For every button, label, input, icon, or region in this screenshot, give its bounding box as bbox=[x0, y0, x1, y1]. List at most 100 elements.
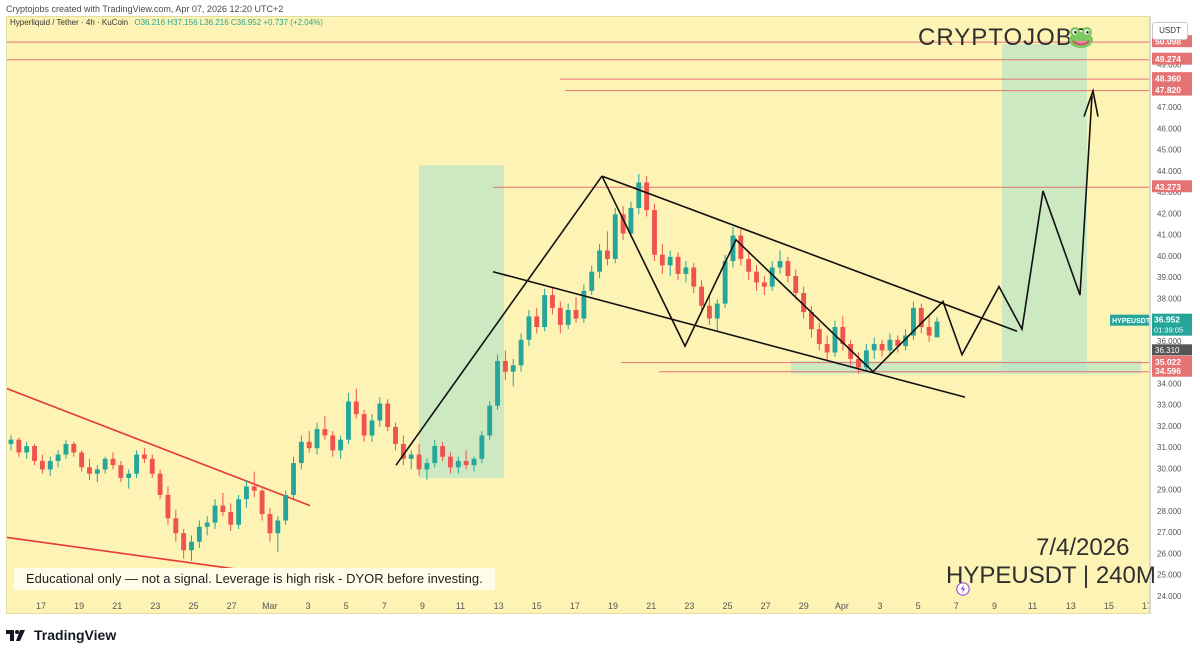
candle-body bbox=[863, 350, 869, 368]
candle-body bbox=[769, 267, 775, 287]
candle-body bbox=[793, 275, 799, 293]
price-tag-bg bbox=[1152, 83, 1192, 96]
x-tick-label: 15 bbox=[532, 601, 542, 611]
candle-body bbox=[448, 456, 453, 468]
price-plot[interactable]: 17 19 21 23 25 27 Mar 3 5 7 9 11 13 15 17 19 21 23 25 27 29 A… bbox=[6, 16, 1150, 614]
candle-body bbox=[636, 182, 642, 208]
x-tick-label: 11 bbox=[1028, 601, 1037, 611]
candle-body bbox=[63, 443, 69, 455]
candle-body bbox=[181, 533, 187, 551]
candle-body bbox=[400, 443, 406, 459]
candle-body bbox=[761, 282, 767, 287]
candle-body bbox=[620, 214, 626, 234]
x-tick-label: 5 bbox=[916, 601, 921, 611]
candle-body bbox=[408, 454, 414, 459]
x-tick-label: 21 bbox=[646, 601, 656, 611]
currency-selector[interactable]: USDT bbox=[1152, 22, 1188, 40]
lightning-icon[interactable] bbox=[956, 582, 970, 596]
candle-body bbox=[243, 486, 249, 500]
candle-body bbox=[604, 250, 610, 259]
candle-body bbox=[275, 520, 281, 534]
candle-body bbox=[746, 258, 752, 272]
x-tick-label: 15 bbox=[1104, 601, 1114, 611]
candle-body bbox=[542, 295, 548, 328]
price-tag-bg bbox=[1152, 364, 1192, 377]
candle-body bbox=[871, 344, 877, 351]
y-tick-label: 30.000 bbox=[1157, 464, 1182, 473]
candle-body bbox=[118, 465, 124, 478]
chart-date-label: 7/4/2026 bbox=[1036, 534, 1130, 561]
candle-body bbox=[644, 182, 650, 211]
candle-body bbox=[463, 460, 469, 466]
candle-body bbox=[259, 490, 265, 515]
candle-body bbox=[377, 403, 383, 421]
candle-body bbox=[565, 310, 571, 325]
x-tick-label: 3 bbox=[305, 601, 310, 611]
price-tag-label: 34.596 bbox=[1155, 366, 1181, 376]
candle-body bbox=[39, 460, 45, 470]
x-tick-label: 27 bbox=[227, 601, 237, 611]
y-tick-label: 45.000 bbox=[1157, 146, 1182, 155]
candle-body bbox=[809, 312, 814, 330]
y-tick-label: 49.000 bbox=[1157, 61, 1182, 70]
price-axis[interactable]: 24.000 25.000 26.000 27.000 28.000 29.000 30.0… bbox=[1150, 16, 1194, 614]
candle-body bbox=[895, 339, 901, 347]
y-tick-label: 46.000 bbox=[1157, 124, 1182, 133]
x-tick-label: 19 bbox=[608, 601, 618, 611]
y-tick-label: 40.000 bbox=[1157, 252, 1182, 261]
candle-body bbox=[346, 401, 351, 440]
channel-upper-line bbox=[601, 175, 1018, 333]
y-tick-label: 41.000 bbox=[1157, 231, 1182, 240]
x-tick-label: 17 bbox=[570, 601, 580, 611]
frog-icon bbox=[1069, 27, 1093, 48]
candle-body bbox=[314, 429, 320, 449]
y-tick-label: 39.000 bbox=[1157, 273, 1182, 282]
candle-body bbox=[236, 499, 242, 525]
candle-body bbox=[903, 335, 909, 347]
tradingview-logo-icon bbox=[6, 630, 25, 641]
candle-body bbox=[526, 316, 532, 340]
x-tick-label: 19 bbox=[74, 601, 84, 611]
candle-body bbox=[220, 505, 226, 512]
candle-body bbox=[801, 292, 807, 313]
price-tag-bg bbox=[1152, 72, 1192, 85]
y-tick-label: 36.000 bbox=[1157, 337, 1182, 346]
candle-body bbox=[71, 443, 77, 453]
tradingview-footer[interactable]: TradingView bbox=[6, 624, 116, 646]
candle-body bbox=[32, 446, 37, 461]
x-tick-label: 23 bbox=[684, 601, 694, 611]
candle-body bbox=[926, 327, 932, 336]
candle-body bbox=[887, 339, 893, 351]
price-tag-label: 43.273 bbox=[1155, 182, 1181, 192]
x-tick-label: 21 bbox=[112, 601, 122, 611]
price-tag-label: 48.360 bbox=[1155, 74, 1181, 84]
candle-body bbox=[738, 235, 744, 259]
ohlc-values: O36.216 H37.156 L36.216 C36.952 +0.737 (… bbox=[134, 18, 323, 27]
x-tick-label: 9 bbox=[420, 601, 425, 611]
candle-body bbox=[16, 439, 22, 453]
x-tick-label: 9 bbox=[992, 601, 997, 611]
candle-body bbox=[675, 256, 681, 274]
candle-body bbox=[628, 207, 634, 234]
candle-body bbox=[730, 235, 736, 262]
y-tick-label: 32.000 bbox=[1157, 422, 1182, 431]
x-tick-label: 29 bbox=[799, 601, 809, 611]
x-tick-label: Apr bbox=[835, 601, 849, 611]
candle-body bbox=[385, 403, 391, 427]
current-price-value: 36.952 bbox=[1154, 315, 1180, 325]
x-tick-label: Mar bbox=[262, 601, 278, 611]
trendline-lower-red bbox=[7, 536, 270, 575]
support-zone bbox=[791, 361, 1141, 374]
candle-body bbox=[369, 420, 375, 436]
x-tick-label: 11 bbox=[456, 601, 465, 611]
candle-body bbox=[597, 250, 602, 272]
candle-body bbox=[487, 405, 493, 436]
candle-body bbox=[47, 460, 53, 470]
candle-body bbox=[393, 426, 398, 444]
price-axis-svg: 24.000 25.000 26.000 27.000 28.000 29.000 30.0… bbox=[1152, 35, 1192, 601]
y-tick-label: 25.000 bbox=[1157, 571, 1182, 580]
candle-body bbox=[550, 295, 555, 308]
price-tag-label: 47.820 bbox=[1155, 85, 1181, 95]
symbol-line: Hyperliquid / Tether · 4h · KuCoin bbox=[10, 18, 129, 27]
x-tick-label: 17 bbox=[1142, 601, 1150, 611]
